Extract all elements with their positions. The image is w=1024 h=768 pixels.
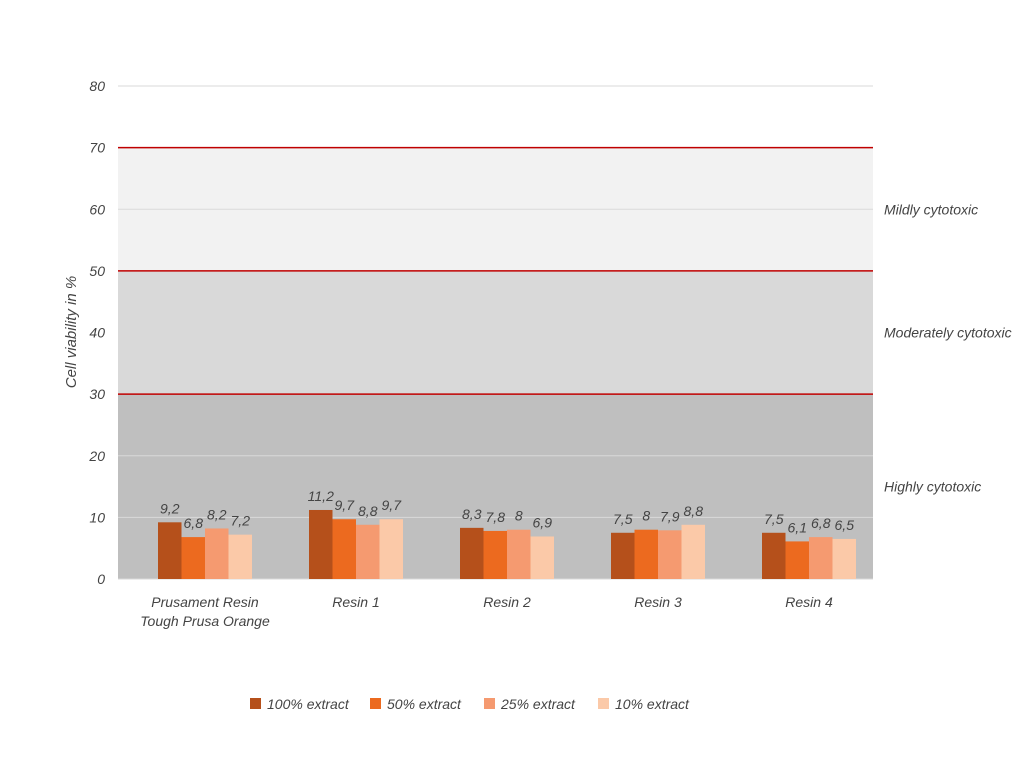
- bar-100-extract-1: [309, 509, 333, 579]
- data-label-0-3: 7,5: [613, 511, 633, 527]
- y-tick-label-4: 40: [89, 325, 105, 341]
- legend-label-3: 10% extract: [615, 696, 690, 712]
- category-label-2: Resin 2: [483, 594, 531, 610]
- bar-50-extract-2: [483, 530, 507, 579]
- bar-10-extract-4: [832, 538, 856, 579]
- y-axis-ticks: 0 10 20 30 40 50 60 70 80: [88, 78, 105, 587]
- zone-label-0: Highly cytotoxic: [884, 479, 981, 495]
- y-axis-title: Cell viability in %: [63, 276, 80, 389]
- bar-10-extract-0: [228, 534, 252, 579]
- bar-100-extract-0: [158, 522, 182, 579]
- bars: [158, 509, 856, 579]
- bar-25-extract-0: [205, 528, 229, 579]
- data-label-0-0: 9,2: [160, 500, 180, 516]
- bar-10-extract-2: [530, 536, 554, 579]
- bar-100-extract-2: [460, 527, 484, 579]
- bar-25-extract-2: [507, 529, 531, 579]
- legend-swatch-0: [250, 698, 261, 709]
- bar-50-extract-3: [634, 529, 658, 579]
- legend-label-2: 25% extract: [500, 696, 576, 712]
- bar-50-extract-4: [785, 541, 809, 579]
- data-label-2-3: 7,9: [660, 508, 680, 524]
- zone-labels: Highly cytotoxic Moderately cytotoxic Mild…: [884, 201, 1012, 494]
- legend-label-0: 100% extract: [267, 696, 350, 712]
- y-tick-label-0: 0: [97, 571, 105, 587]
- bar-100-extract-4: [762, 532, 786, 579]
- zone-label-2: Mildly cytotoxic: [884, 201, 978, 217]
- data-label-3-4: 6,5: [835, 517, 855, 533]
- bar-25-extract-4: [809, 537, 833, 579]
- data-label-3-1: 9,7: [382, 497, 403, 513]
- y-tick-label-7: 70: [89, 140, 105, 156]
- data-label-1-4: 6,1: [788, 519, 807, 535]
- legend: 100% extract 50% extract 25% extract 10% ex…: [250, 696, 690, 712]
- legend-label-1: 50% extract: [387, 696, 462, 712]
- data-label-0-2: 8,3: [462, 506, 482, 522]
- data-label-1-0: 6,8: [184, 515, 204, 531]
- data-label-1-2: 7,8: [486, 509, 506, 525]
- y-tick-label-1: 10: [89, 509, 105, 525]
- data-label-1-1: 9,7: [335, 497, 356, 513]
- data-label-3-2: 6,9: [533, 514, 553, 530]
- threshold-lines: [118, 146, 873, 395]
- bar-50-extract-0: [181, 537, 205, 579]
- bar-50-extract-1: [332, 519, 356, 579]
- y-tick-label-3: 30: [89, 386, 105, 402]
- y-tick-label-2: 20: [88, 448, 105, 464]
- category-label-3: Resin 3: [634, 594, 682, 610]
- data-label-3-3: 8,8: [684, 503, 704, 519]
- legend-swatch-2: [484, 698, 495, 709]
- data-labels: 9,2 11,2 8,3 7,5 7,5 6,8 9,7 7,8 8 6,1 8,2 8,8 8 7,9 6…: [160, 488, 854, 535]
- legend-swatch-3: [598, 698, 609, 709]
- y-tick-label-6: 60: [89, 201, 105, 217]
- data-label-2-0: 8,2: [207, 506, 227, 522]
- category-labels: Prusament Resin Tough Prusa Orange Resin 1…: [140, 594, 833, 629]
- data-label-1-3: 8: [642, 508, 650, 524]
- bar-10-extract-3: [681, 524, 705, 579]
- category-label-0: Prusament Resin Tough Prusa Orange: [140, 594, 270, 629]
- bar-100-extract-3: [611, 532, 635, 579]
- bar-25-extract-3: [658, 530, 682, 579]
- legend-swatch-1: [370, 698, 381, 709]
- y-tick-label-5: 50: [89, 263, 105, 279]
- category-label-4: Resin 4: [785, 594, 833, 610]
- data-label-2-4: 6,8: [811, 515, 831, 531]
- data-label-0-1: 11,2: [308, 488, 334, 504]
- bar-25-extract-1: [356, 524, 380, 579]
- bar-10-extract-1: [379, 519, 403, 579]
- zone-label-1: Moderately cytotoxic: [884, 325, 1012, 341]
- y-tick-label-8: 80: [89, 78, 105, 94]
- data-label-0-4: 7,5: [764, 511, 784, 527]
- data-label-2-1: 8,8: [358, 503, 378, 519]
- data-label-2-2: 8: [515, 508, 523, 524]
- data-label-3-0: 7,2: [231, 513, 251, 529]
- category-label-1: Resin 1: [332, 594, 379, 610]
